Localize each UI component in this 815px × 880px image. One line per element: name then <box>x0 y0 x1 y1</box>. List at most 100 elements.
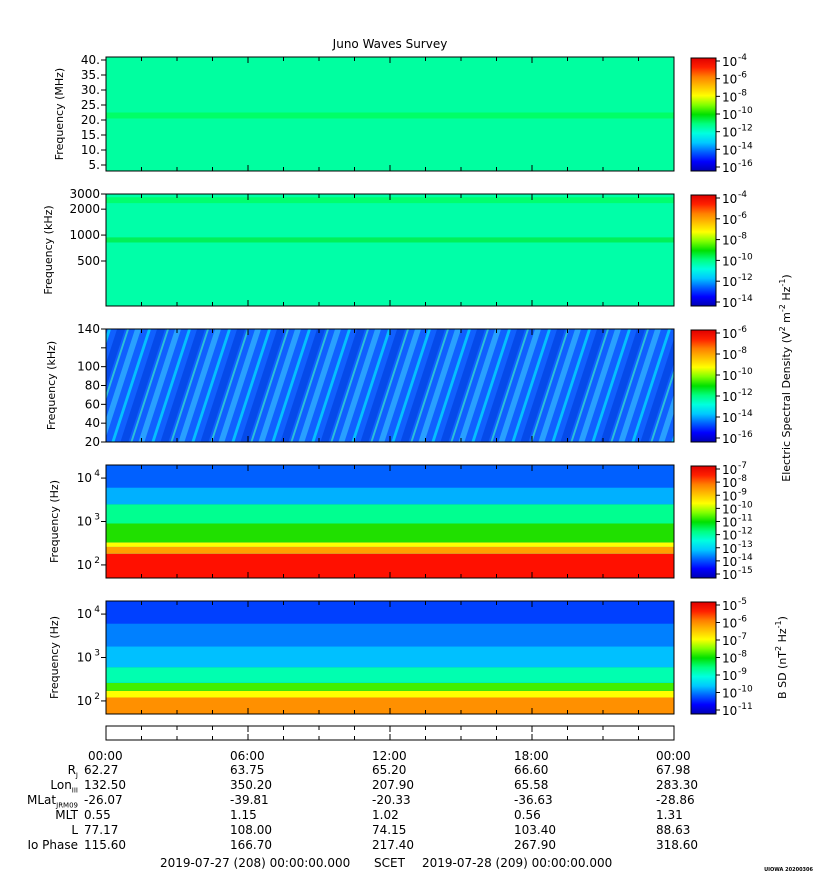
spectrogram-band <box>106 112 674 119</box>
colorbar-tick-exponent: -12 <box>738 388 753 398</box>
footer-start-time: 2019-07-27 (208) 00:00:00.000 <box>160 856 351 870</box>
y-axis-label: Frequency (MHz) <box>53 68 66 160</box>
y-tick-label: 15. <box>81 128 100 142</box>
colorbar <box>690 57 717 172</box>
ephemeris-value: 66.60 <box>514 763 549 777</box>
colorbar-tick-exponent: -14 <box>738 294 753 304</box>
y-tick-label: 140 <box>77 322 100 336</box>
y-tick-label: 3000 <box>69 187 100 201</box>
colorbar <box>690 465 717 579</box>
y-tick-label: 10 <box>77 558 92 572</box>
colorbar-tick-label: 10 <box>722 73 737 87</box>
colorbar-tick-label: 10 <box>722 411 737 425</box>
y-tick-exponent: 2 <box>94 556 100 566</box>
y-tick-label: 10 <box>77 471 92 485</box>
colorbar-tick-exponent: -12 <box>738 124 753 134</box>
colorbar-tick-exponent: -6 <box>738 71 747 81</box>
colorbar <box>690 329 717 443</box>
y-tick-label: 100 <box>77 360 100 374</box>
colorbar-tick-exponent: -16 <box>738 430 753 440</box>
colorbar-title-text: m <box>780 312 793 326</box>
y-tick-exponent: 4 <box>94 605 100 615</box>
colorbar-tick-exponent: -8 <box>738 650 747 660</box>
ephemeris-value: 108.00 <box>230 823 272 837</box>
spectrogram-background <box>106 329 674 442</box>
colorbar-tick-exponent: -7 <box>738 632 747 642</box>
ephemeris-row-subscript: JRM09 <box>56 801 78 810</box>
ephemeris-row-subscript: III <box>71 786 78 795</box>
colorbar-tick-label: 10 <box>722 568 737 582</box>
ephemeris-value: 65.20 <box>372 763 407 777</box>
colorbar <box>690 601 717 715</box>
y-tick-label: 40 <box>85 416 100 430</box>
y-tick-label: 25. <box>81 98 100 112</box>
time-tick-label: 18:00 <box>514 749 549 763</box>
colorbar-tick-label: 10 <box>722 126 737 140</box>
colorbar-tick-exponent: -14 <box>738 409 753 419</box>
colorbar-tick-exponent: -14 <box>738 553 753 563</box>
colorbar-tick-label: 10 <box>722 327 737 341</box>
spectrogram-band <box>106 646 674 668</box>
colorbar-tick-label: 10 <box>722 476 737 490</box>
colorbar-tick-exponent: -15 <box>738 566 753 576</box>
colorbar-title-superscript: -1 <box>774 620 783 628</box>
spectrogram-band <box>106 667 674 683</box>
ephemeris-value: 74.15 <box>372 823 407 837</box>
y-tick-exponent: 3 <box>94 513 100 523</box>
ephemeris-value: 1.31 <box>656 808 683 822</box>
y-tick-label: 35. <box>81 68 100 82</box>
y-tick-label: 40. <box>81 53 100 67</box>
footer-end-time: 2019-07-28 (209) 00:00:00.000 <box>422 856 613 870</box>
colorbar-tick-label: 10 <box>722 213 737 227</box>
colorbar-tick-label: 10 <box>722 617 737 631</box>
y-tick-label: 1000 <box>69 228 100 242</box>
ephemeris-value: 103.40 <box>514 823 556 837</box>
y-tick-label: 10 <box>77 607 92 621</box>
colorbar-title-text: Hz <box>776 628 789 646</box>
ephemeris-value: 63.75 <box>230 763 265 777</box>
colorbar-tick-label: 10 <box>722 348 737 362</box>
colorbar-title-text: B SD (nT <box>776 651 789 699</box>
colorbar-tick-label: 10 <box>722 555 737 569</box>
time-tick-label: 12:00 <box>372 749 407 763</box>
provenance-stamp: UIOWA 20200306 <box>764 867 813 873</box>
colorbar-tick-label: 10 <box>722 90 737 104</box>
ephemeris-value: 0.55 <box>84 808 111 822</box>
spectrogram-band <box>106 487 674 505</box>
y-tick-label: 10 <box>77 515 92 529</box>
colorbar-tick-exponent: -10 <box>738 500 753 510</box>
y-axis-label: Frequency (Hz) <box>48 616 61 699</box>
ephemeris-value: 217.40 <box>372 838 414 852</box>
ephemeris-value: 65.58 <box>514 778 549 792</box>
ephemeris-row-label: Io Phase <box>27 838 78 852</box>
colorbar-tick-exponent: -8 <box>738 346 747 356</box>
colorbar-title-text: Electric Spectral Density (V <box>780 331 793 482</box>
spectrogram-band <box>106 237 674 243</box>
ephemeris-value: 77.17 <box>84 823 119 837</box>
ephemeris-value: 115.60 <box>84 838 126 852</box>
colorbar-tick-exponent: -4 <box>738 190 747 200</box>
spectrogram-band <box>106 542 674 547</box>
colorbar-tick-exponent: -16 <box>738 159 753 169</box>
colorbar-tick-exponent: -10 <box>738 685 753 695</box>
colorbar-tick-exponent: -14 <box>738 141 753 151</box>
y-axis-label: Frequency (Hz) <box>48 480 61 563</box>
colorbar-tick-label: 10 <box>722 542 737 556</box>
colorbar-title: Electric Spectral Density (V2 m-2 Hz-1) <box>778 274 793 481</box>
colorbar-tick-label: 10 <box>722 529 737 543</box>
time-axis <box>105 725 675 741</box>
ephemeris-row-label: MLT <box>55 808 78 822</box>
colorbar-tick-exponent: -9 <box>738 487 747 497</box>
ephemeris-value: 350.20 <box>230 778 272 792</box>
colorbar-tick-label: 10 <box>722 516 737 530</box>
colorbar <box>690 194 717 307</box>
colorbar-tick-label: 10 <box>722 254 737 268</box>
colorbar-title-superscript: -2 <box>778 304 787 312</box>
colorbar-title-superscript: 2 <box>778 326 787 331</box>
ephemeris-value: -28.86 <box>656 793 695 807</box>
spectrogram-band <box>106 623 674 647</box>
y-tick-label: 5. <box>89 158 100 172</box>
colorbar-title-text: ) <box>780 274 793 278</box>
